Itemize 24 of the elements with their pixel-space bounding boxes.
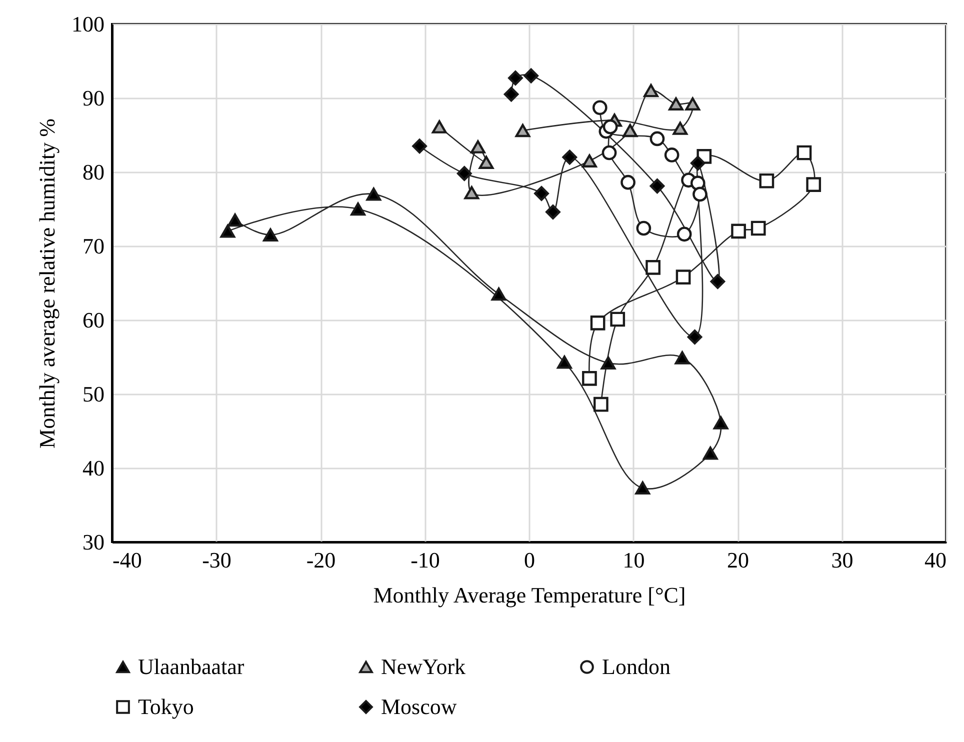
x-tick-label: -40 [112,548,142,572]
x-tick-label: -10 [410,548,440,572]
x-axis-title: Monthly Average Temperature [°C] [373,582,686,608]
y-axis-title: Monthly average relative humidity % [34,118,60,448]
x-tick-label: -30 [202,548,232,572]
x-tick-label: 40 [924,548,946,572]
legend-label: London [602,654,670,679]
legend-label: NewYork [381,654,466,679]
x-tick-label: -20 [306,548,336,572]
y-tick-label: 70 [82,234,104,258]
x-tick-label: 0 [524,548,535,572]
y-tick-label: 90 [82,86,104,110]
x-tick-label: 20 [727,548,749,572]
legend-label: Tokyo [138,694,194,719]
y-tick-label: 50 [82,382,104,406]
legend-label: Ulaanbaatar [138,654,245,679]
y-tick-label: 30 [82,530,104,554]
x-tick-label: 30 [831,548,854,572]
x-tick-label: 10 [622,548,645,572]
y-tick-label: 80 [82,160,104,184]
y-tick-label: 100 [72,12,104,36]
y-tick-label: 60 [82,308,104,332]
y-tick-label: 40 [82,456,104,480]
legend-label: Moscow [381,694,457,719]
